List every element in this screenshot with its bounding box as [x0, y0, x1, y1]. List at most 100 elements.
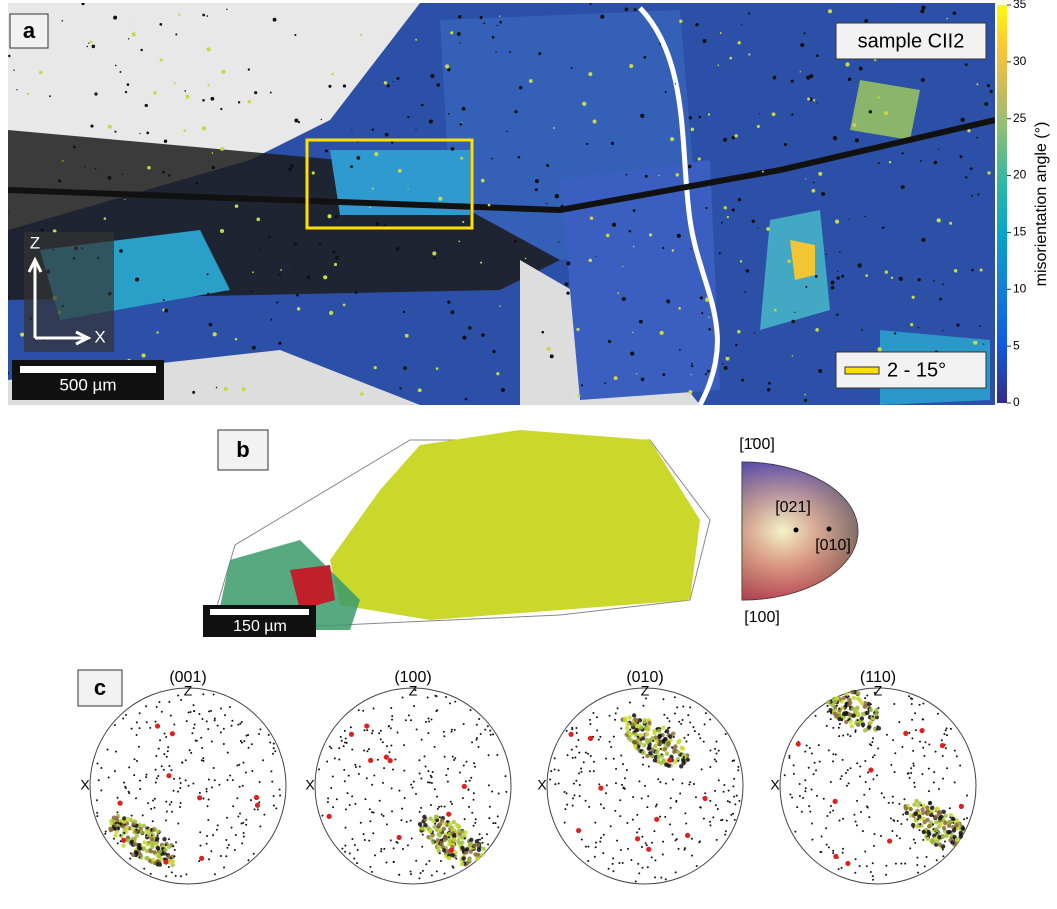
pole-point	[462, 797, 464, 799]
pole-point	[366, 729, 368, 731]
pole-point	[193, 710, 195, 712]
pole-point	[959, 764, 961, 766]
pole-point	[954, 819, 956, 821]
pole-point	[194, 723, 196, 725]
pole-point	[422, 870, 424, 872]
pole-point	[245, 735, 247, 737]
pole-point	[847, 769, 849, 771]
pole-point	[243, 740, 245, 742]
pole-point	[938, 822, 942, 826]
grain-boundary-speck	[445, 64, 449, 68]
pole-point	[469, 842, 473, 846]
grain-boundary-speck	[7, 296, 9, 298]
pole-point	[814, 762, 816, 764]
pole-point	[912, 802, 916, 806]
grain-boundary-speck	[248, 68, 250, 70]
pole-point	[915, 824, 919, 828]
grain-boundary-speck	[971, 195, 973, 197]
pole-point	[865, 781, 867, 783]
pole-point	[832, 852, 834, 854]
pole-point	[420, 826, 424, 830]
pole-point	[894, 752, 896, 754]
grain-boundary-speck	[351, 129, 352, 130]
panel-label: c	[94, 675, 106, 700]
pole-point	[784, 774, 786, 776]
grain-boundary-speck	[735, 344, 737, 346]
ipf-label: [1̄00]	[739, 436, 775, 453]
pole-point	[906, 819, 908, 821]
pole-point	[912, 827, 914, 829]
pole-point	[129, 858, 131, 860]
pole-point	[177, 791, 179, 793]
pole-point	[944, 834, 948, 838]
pole-point	[403, 770, 405, 772]
pole-point	[208, 779, 210, 781]
pole-point	[123, 782, 125, 784]
pole-point	[644, 785, 646, 787]
pole-point	[709, 749, 711, 751]
pole-point	[672, 833, 674, 835]
grain-boundary-speck	[535, 179, 539, 183]
pole-point	[259, 825, 261, 827]
grain-boundary-speck	[738, 198, 741, 201]
pole-point	[451, 803, 453, 805]
pole-point	[681, 746, 685, 750]
pole-point	[856, 762, 858, 764]
colorbar-tick-label: 35	[1013, 0, 1027, 11]
grain-boundary-speck	[640, 114, 644, 118]
pole-point	[966, 817, 968, 819]
pole-point	[354, 844, 356, 846]
grain-boundary-speck	[384, 224, 386, 226]
pole-point	[657, 778, 659, 780]
pole-point	[245, 771, 247, 773]
pole-point	[589, 770, 591, 772]
pole-point	[161, 711, 163, 713]
pole-point	[938, 788, 940, 790]
grain-boundary-speck	[665, 91, 667, 93]
pole-point	[150, 830, 152, 832]
grain-boundary-speck	[92, 45, 96, 49]
pole-point	[364, 798, 366, 800]
pole-point	[788, 755, 790, 757]
pole-point	[661, 758, 665, 762]
pole-point	[227, 752, 229, 754]
grain-boundary-speck	[541, 331, 544, 334]
grain-boundary-speck	[499, 305, 501, 307]
pole-point	[206, 720, 208, 722]
grain-boundary-speck	[360, 34, 362, 36]
grain-boundary-speck	[688, 165, 692, 169]
pole-point	[329, 746, 331, 748]
pole-point	[923, 755, 925, 757]
grain-boundary-speck	[312, 171, 315, 174]
pole-point	[364, 723, 369, 728]
pole-point	[709, 766, 711, 768]
pole-point	[491, 790, 493, 792]
pole-point	[693, 783, 695, 785]
pole-point	[330, 747, 332, 749]
pole-point	[852, 713, 856, 717]
pole-point	[138, 857, 140, 859]
pole-point	[159, 739, 161, 741]
pole-point	[709, 718, 711, 720]
pole-point	[954, 823, 958, 827]
pole-point	[942, 855, 944, 857]
pole-point	[214, 873, 216, 875]
pole-point	[917, 818, 919, 820]
pole-point	[259, 781, 261, 783]
pole-point	[892, 802, 894, 804]
grain-boundary-speck	[125, 91, 127, 93]
grain-boundary-speck	[108, 176, 112, 180]
pole-point	[874, 712, 878, 716]
pole-point	[451, 865, 453, 867]
grain-boundary-speck	[40, 228, 43, 231]
pole-point	[811, 788, 813, 790]
pole-point	[348, 775, 350, 777]
pole-point	[855, 821, 857, 823]
pole-point	[626, 769, 628, 771]
grain-boundary-speck	[256, 218, 260, 222]
pole-point	[820, 851, 822, 853]
pole-point	[932, 823, 934, 825]
pole-point	[944, 841, 946, 843]
pole-point	[673, 744, 677, 748]
pole-point	[827, 705, 829, 707]
